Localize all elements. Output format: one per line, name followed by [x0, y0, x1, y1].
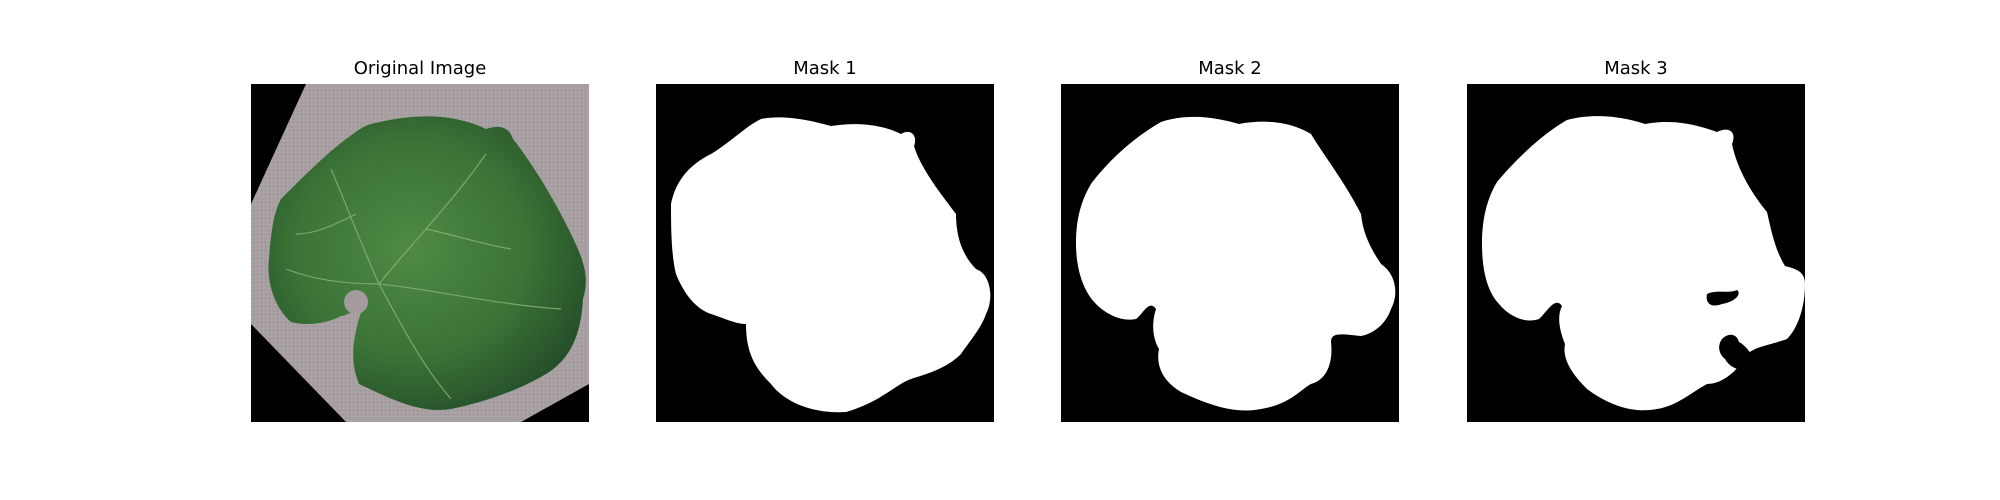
leaf-shape [268, 116, 586, 410]
original-image [251, 84, 589, 422]
panel-title-original-image: Original Image [353, 58, 487, 79]
mask-3-image [1467, 84, 1805, 422]
mask-1-image [656, 84, 994, 422]
mask-3-shape [1467, 84, 1805, 422]
panel-title-mask-2: Mask 2 [1198, 58, 1262, 79]
panel-title-mask-1: Mask 1 [793, 58, 857, 79]
leaf-veins [285, 153, 562, 400]
leaf-photo [251, 84, 589, 422]
mask-1-shape [656, 84, 994, 422]
mask-2-shape [1061, 84, 1399, 422]
mask-2-image [1061, 84, 1399, 422]
panel-title-mask-3: Mask 3 [1604, 58, 1668, 79]
